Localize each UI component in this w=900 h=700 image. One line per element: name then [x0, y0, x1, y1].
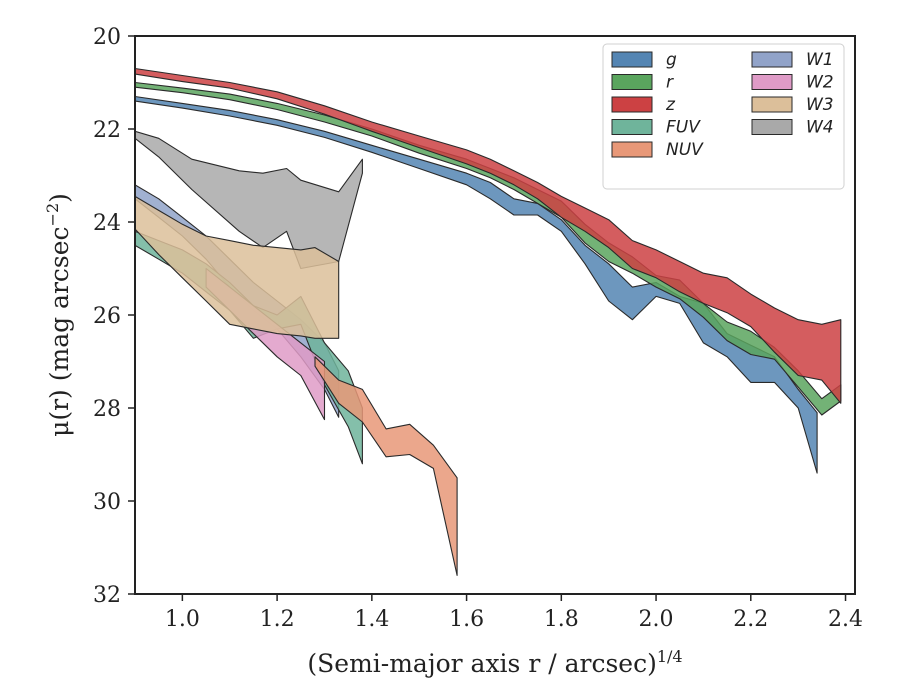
y-tick-label: 28	[93, 397, 121, 422]
band-NUV	[314, 356, 458, 576]
x-tick-label: 1.6	[449, 607, 484, 632]
legend-label-W1: W1	[806, 50, 834, 70]
legend-swatch-NUV	[611, 141, 653, 158]
legend-label-W2: W2	[806, 73, 834, 93]
legend-label-FUV: FUV	[666, 118, 701, 138]
y-tick-label: 22	[93, 118, 121, 143]
x-tick-label: 1.0	[165, 607, 200, 632]
legend-swatch-W2	[751, 74, 793, 90]
legend-swatch-z	[611, 96, 653, 113]
y-axis-label-close: )	[45, 193, 74, 203]
y-tick-label: 20	[93, 25, 121, 50]
y-tick-label: 26	[93, 304, 121, 329]
x-axis: 1.0 1.2 1.4 1.6 1.8 2.0 2.2 2.4	[165, 594, 863, 632]
band-W3	[135, 195, 340, 339]
x-tick-label: 1.2	[260, 607, 295, 632]
y-axis-label-exponent: −2	[43, 203, 62, 227]
legend-swatch-r	[611, 74, 653, 90]
band-z	[135, 67, 842, 404]
x-axis-label-text: (Semi-major axis r / arcsec)	[307, 649, 656, 678]
legend-swatch-W1	[751, 51, 793, 68]
legend-swatch-FUV	[611, 119, 653, 135]
legend-swatch-g	[611, 51, 653, 68]
y-axis-label: μ(r) (mag arcsec−2)	[43, 193, 74, 437]
y-axis: 20 22 24 26 28 30 32	[93, 25, 135, 608]
x-tick-label: 1.4	[354, 607, 389, 632]
legend-swatch-W4	[751, 119, 793, 135]
legend-label-W3: W3	[806, 95, 834, 115]
legend-label-W4: W4	[806, 118, 834, 138]
y-axis-label-text: μ(r) (mag arcsec	[45, 226, 74, 436]
legend-label-NUV: NUV	[666, 140, 704, 160]
legend-label-g: g	[666, 50, 677, 70]
band-W4	[135, 130, 363, 270]
legend-swatch-W3	[751, 96, 793, 113]
x-tick-label: 2.4	[828, 607, 863, 632]
y-tick-label: 24	[93, 211, 121, 236]
y-tick-label: 30	[93, 490, 121, 515]
band-layer	[135, 67, 842, 576]
legend-label-z: z	[665, 95, 676, 115]
x-tick-label: 1.8	[544, 607, 579, 632]
x-axis-label-exponent: 1/4	[657, 647, 683, 666]
legend-label-r: r	[666, 73, 674, 93]
x-tick-label: 2.2	[733, 607, 768, 632]
band-g	[135, 95, 818, 474]
x-axis-label: (Semi-major axis r / arcsec)1/4	[307, 647, 682, 678]
x-tick-label: 2.0	[639, 607, 674, 632]
y-tick-label: 32	[93, 583, 121, 608]
